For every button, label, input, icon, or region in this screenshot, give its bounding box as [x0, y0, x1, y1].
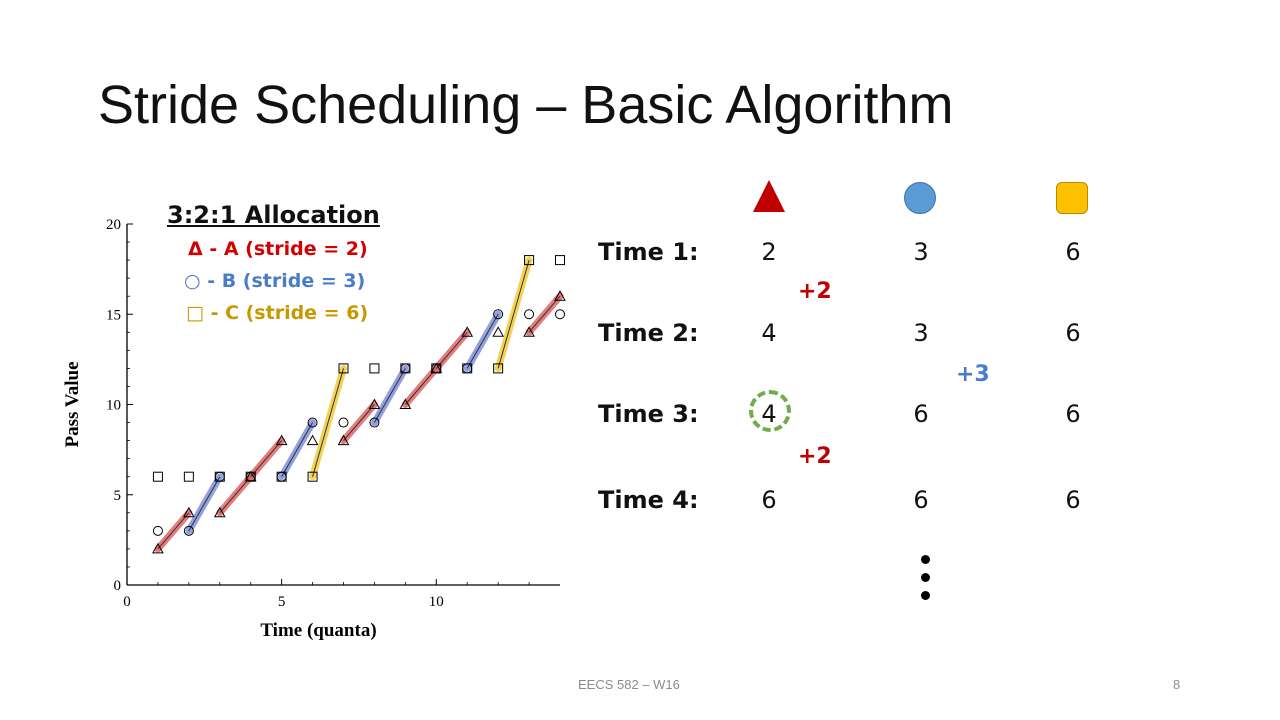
- square-point: [524, 255, 535, 266]
- square-point: [493, 363, 504, 374]
- legend-entry-a: Δ - A (stride = 2): [188, 238, 368, 260]
- time-2-b-value: 3: [913, 319, 929, 347]
- time-2-c-value: 6: [1065, 319, 1081, 347]
- segment-line: [188, 476, 221, 532]
- segment-line: [373, 368, 406, 423]
- square-point: [400, 363, 411, 374]
- square-point: [555, 255, 565, 266]
- segment-line: [404, 368, 437, 405]
- circle-point: [183, 525, 194, 536]
- circle-point: [152, 525, 163, 536]
- square-icon: [1056, 182, 1088, 214]
- pass-value-chart: 0 5 10 15 20 0 5 10 Time (quanta) Pass Value: [62, 217, 566, 641]
- x-axis-label: Time (quanta): [260, 620, 376, 641]
- circle-point: [555, 309, 565, 320]
- square-point: [183, 471, 194, 482]
- triangle-point: [337, 434, 350, 446]
- square-point: [369, 363, 380, 374]
- increment-a-2: +2: [798, 444, 832, 469]
- square-point: [276, 471, 287, 482]
- time-1-b-value: 3: [913, 238, 929, 266]
- square-point: [214, 471, 225, 482]
- y-tick-label: 15: [106, 307, 121, 323]
- y-tick-label: 0: [114, 578, 122, 594]
- time-4-b-value: 6: [913, 486, 929, 514]
- time-3-b-value: 6: [913, 400, 929, 428]
- time-3-c-value: 6: [1065, 400, 1081, 428]
- ellipsis-dot: [921, 573, 930, 582]
- increment-a-1: +2: [798, 279, 832, 304]
- page-number: 8: [1173, 677, 1181, 692]
- square-point: [462, 363, 473, 374]
- time-4-label: Time 4:: [598, 486, 699, 514]
- circle-icon: [904, 182, 936, 214]
- y-tick-label: 5: [114, 488, 122, 504]
- time-4-c-value: 6: [1065, 486, 1081, 514]
- selected-ring: [749, 390, 791, 432]
- circle-point: [493, 309, 504, 320]
- square-point: [152, 471, 163, 482]
- triangle-point: [183, 506, 195, 518]
- circle-point: [369, 417, 380, 428]
- y-axis-label: Pass Value: [62, 361, 83, 447]
- segment-line: [466, 314, 499, 369]
- legend-title: 3:2:1 Allocation: [167, 201, 380, 229]
- segment-line: [435, 331, 468, 369]
- square-point: [431, 363, 442, 374]
- triangle-point: [554, 290, 566, 301]
- slide-footer: EECS 582 – W16: [578, 677, 680, 692]
- triangle-point: [275, 434, 288, 446]
- time-1-label: Time 1:: [598, 238, 699, 266]
- triangle-point: [492, 326, 504, 337]
- x-tick-label: 0: [123, 594, 131, 610]
- circle-point: [338, 417, 349, 428]
- segment-line: [281, 422, 314, 477]
- triangle-point: [399, 398, 412, 409]
- segment-line: [219, 476, 252, 514]
- circle-point: [524, 309, 535, 320]
- segment-line: [250, 440, 283, 478]
- segment-line: [312, 368, 344, 477]
- y-tick-label: 20: [106, 217, 121, 233]
- triangle-point: [368, 398, 381, 409]
- x-tick-label: 10: [429, 594, 444, 610]
- triangle-point: [461, 326, 474, 337]
- triangle-point: [213, 506, 226, 518]
- triangle-point: [306, 434, 319, 446]
- legend-entry-c: □ - C (stride = 6): [186, 302, 369, 324]
- segment-line: [343, 404, 375, 441]
- segment-line: [497, 259, 530, 369]
- legend-entry-b: ○ - B (stride = 3): [184, 270, 366, 292]
- time-3-label: Time 3:: [598, 400, 699, 428]
- square-point: [245, 471, 256, 482]
- y-tick-label: 10: [106, 398, 121, 414]
- square-point: [307, 471, 318, 482]
- time-4-a-value: 6: [761, 486, 777, 514]
- increment-b-1: +3: [956, 362, 990, 387]
- segment-line: [157, 512, 190, 550]
- slide-title: Stride Scheduling – Basic Algorithm: [98, 75, 954, 135]
- time-1-a-value: 2: [761, 238, 777, 266]
- time-2-a-value: 4: [761, 319, 777, 347]
- triangle-icon: [753, 180, 785, 212]
- ellipsis-dot: [921, 555, 930, 564]
- square-point: [338, 363, 349, 374]
- triangle-point: [152, 542, 164, 554]
- triangle-point: [523, 326, 535, 337]
- time-1-c-value: 6: [1065, 238, 1081, 266]
- x-tick-label: 5: [278, 594, 286, 610]
- ellipsis-dot: [921, 591, 930, 600]
- segment-line: [528, 295, 561, 333]
- time-2-label: Time 2:: [598, 319, 699, 347]
- circle-point: [307, 417, 318, 428]
